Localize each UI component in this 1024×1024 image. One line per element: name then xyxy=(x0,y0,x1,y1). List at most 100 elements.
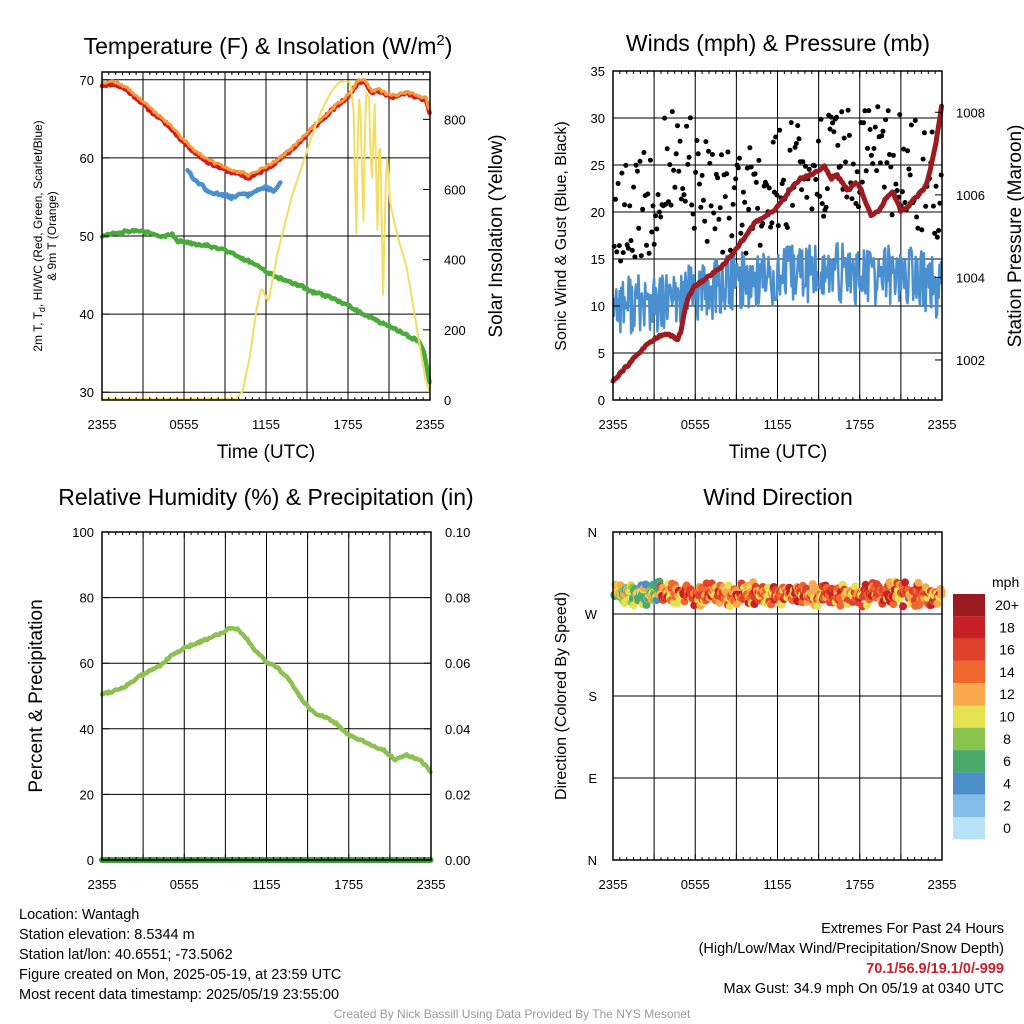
gust-point xyxy=(719,152,724,158)
x-tick-label: 2355 xyxy=(928,417,957,432)
x-tick-label: 2355 xyxy=(599,417,628,432)
gust-point xyxy=(623,162,629,168)
gust-point xyxy=(747,145,753,151)
gust-point xyxy=(691,225,697,231)
gust-point xyxy=(730,201,736,207)
gust-point xyxy=(656,209,662,215)
gust-point xyxy=(667,162,673,168)
gust-point xyxy=(773,134,779,140)
gust-point xyxy=(640,206,646,212)
x-tick-label: 2355 xyxy=(417,877,446,892)
gust-point xyxy=(862,108,868,114)
gust-point xyxy=(628,238,634,244)
gust-point xyxy=(744,165,750,171)
gust-point xyxy=(877,160,883,166)
gust-point xyxy=(715,175,721,181)
gust-point xyxy=(729,233,735,239)
gust-point xyxy=(619,170,625,176)
legend-label: 20+ xyxy=(995,597,1019,613)
gust-point xyxy=(863,168,869,174)
gust-point xyxy=(912,118,918,123)
gust-point xyxy=(861,120,867,126)
y2-tick-label: 0.00 xyxy=(445,853,470,868)
y-tick-label: 50 xyxy=(80,229,94,244)
gust-point xyxy=(627,203,633,209)
station-elevation: Station elevation: 8.5344 m xyxy=(19,927,195,943)
legend-swatch xyxy=(953,750,985,773)
direction-point xyxy=(724,581,733,590)
legend-label: 16 xyxy=(999,642,1015,658)
gust-point xyxy=(839,109,845,115)
gust-point xyxy=(757,242,763,248)
gust-point xyxy=(834,114,839,120)
gust-point xyxy=(699,172,705,178)
direction-point xyxy=(899,602,907,611)
humidity-ylabel: Percent & Precipitation xyxy=(26,599,47,792)
gust-point xyxy=(899,189,905,195)
y-tick-label: 20 xyxy=(591,205,605,220)
x-tick-label: 1155 xyxy=(764,877,792,892)
gust-point xyxy=(885,108,891,114)
direction-point xyxy=(836,601,845,610)
gust-point xyxy=(897,112,903,118)
gust-point xyxy=(725,149,731,155)
legend-swatch xyxy=(953,794,985,817)
winds-xlabel: Time (UTC) xyxy=(729,442,828,463)
legend-label: 4 xyxy=(1003,775,1011,791)
legend-label: 10 xyxy=(999,709,1015,725)
gust-point xyxy=(685,161,691,167)
winds-series xyxy=(610,103,944,384)
direction-ylabel: Direction (Colored By Speed) xyxy=(553,592,570,800)
y2-tick-label: 800 xyxy=(444,112,466,127)
gust-point xyxy=(681,192,687,198)
gust-point xyxy=(651,241,657,247)
gust-point xyxy=(854,169,860,175)
max-gust: Max Gust: 34.9 mph On 05/19 at 0340 UTC xyxy=(723,981,1004,997)
winds-ticks: 2355 0555 1155 1755 2355 0 5 10 15 20 25 30 35 1002 10… xyxy=(591,64,985,432)
x-tick-label: 0555 xyxy=(681,877,710,892)
gust-point xyxy=(695,151,701,157)
x-tick-label: 1755 xyxy=(845,417,874,432)
gust-point xyxy=(812,163,817,169)
gust-point xyxy=(908,122,914,128)
gust-point xyxy=(756,157,762,163)
gust-point xyxy=(821,213,827,219)
temperature-title: Temperature (F) & Insolation (W/m2) xyxy=(84,32,453,59)
x-tick-label: 1755 xyxy=(334,417,363,432)
recent-timestamp: Most recent data timestamp: 2025/05/19 2… xyxy=(19,987,340,1003)
legend-label: 12 xyxy=(999,686,1015,702)
y-tick-label: N xyxy=(588,525,597,540)
station-latlon: Station lat/lon: 40.6551; -73.5062 xyxy=(19,947,233,963)
gust-point xyxy=(936,228,942,233)
legend-label: 0 xyxy=(1003,820,1011,836)
gust-point xyxy=(845,107,851,113)
direction-title: Wind Direction xyxy=(703,484,853,510)
y-tick-label: 40 xyxy=(80,722,94,737)
gust-point xyxy=(784,225,790,230)
direction-point xyxy=(642,600,651,609)
gust-point xyxy=(788,120,794,126)
gust-point xyxy=(793,141,799,146)
gust-point xyxy=(698,204,704,210)
extremes-title: Extremes For Past 24 Hours xyxy=(821,921,1004,937)
gust-point xyxy=(874,168,880,174)
temperature-panel: Temperature (F) & Insolation (W/m2) 2355… xyxy=(31,32,507,463)
gust-point xyxy=(774,192,780,198)
series-blue xyxy=(612,242,943,335)
y-tick-label: 30 xyxy=(80,385,94,400)
gust-point xyxy=(709,152,715,157)
direction-point xyxy=(933,599,942,608)
x-tick-label: 1155 xyxy=(253,877,281,892)
gust-point xyxy=(708,203,714,209)
gust-point xyxy=(872,124,878,130)
gust-point xyxy=(618,258,624,264)
gust-point xyxy=(655,192,661,198)
extremes-info: Extremes For Past 24 Hours (High/Low/Max… xyxy=(699,919,1004,999)
gust-point xyxy=(673,151,679,157)
winds-grid xyxy=(613,70,942,401)
gust-point xyxy=(711,210,717,216)
gust-point xyxy=(795,123,801,129)
direction-point xyxy=(914,578,923,587)
gust-point xyxy=(929,129,935,135)
